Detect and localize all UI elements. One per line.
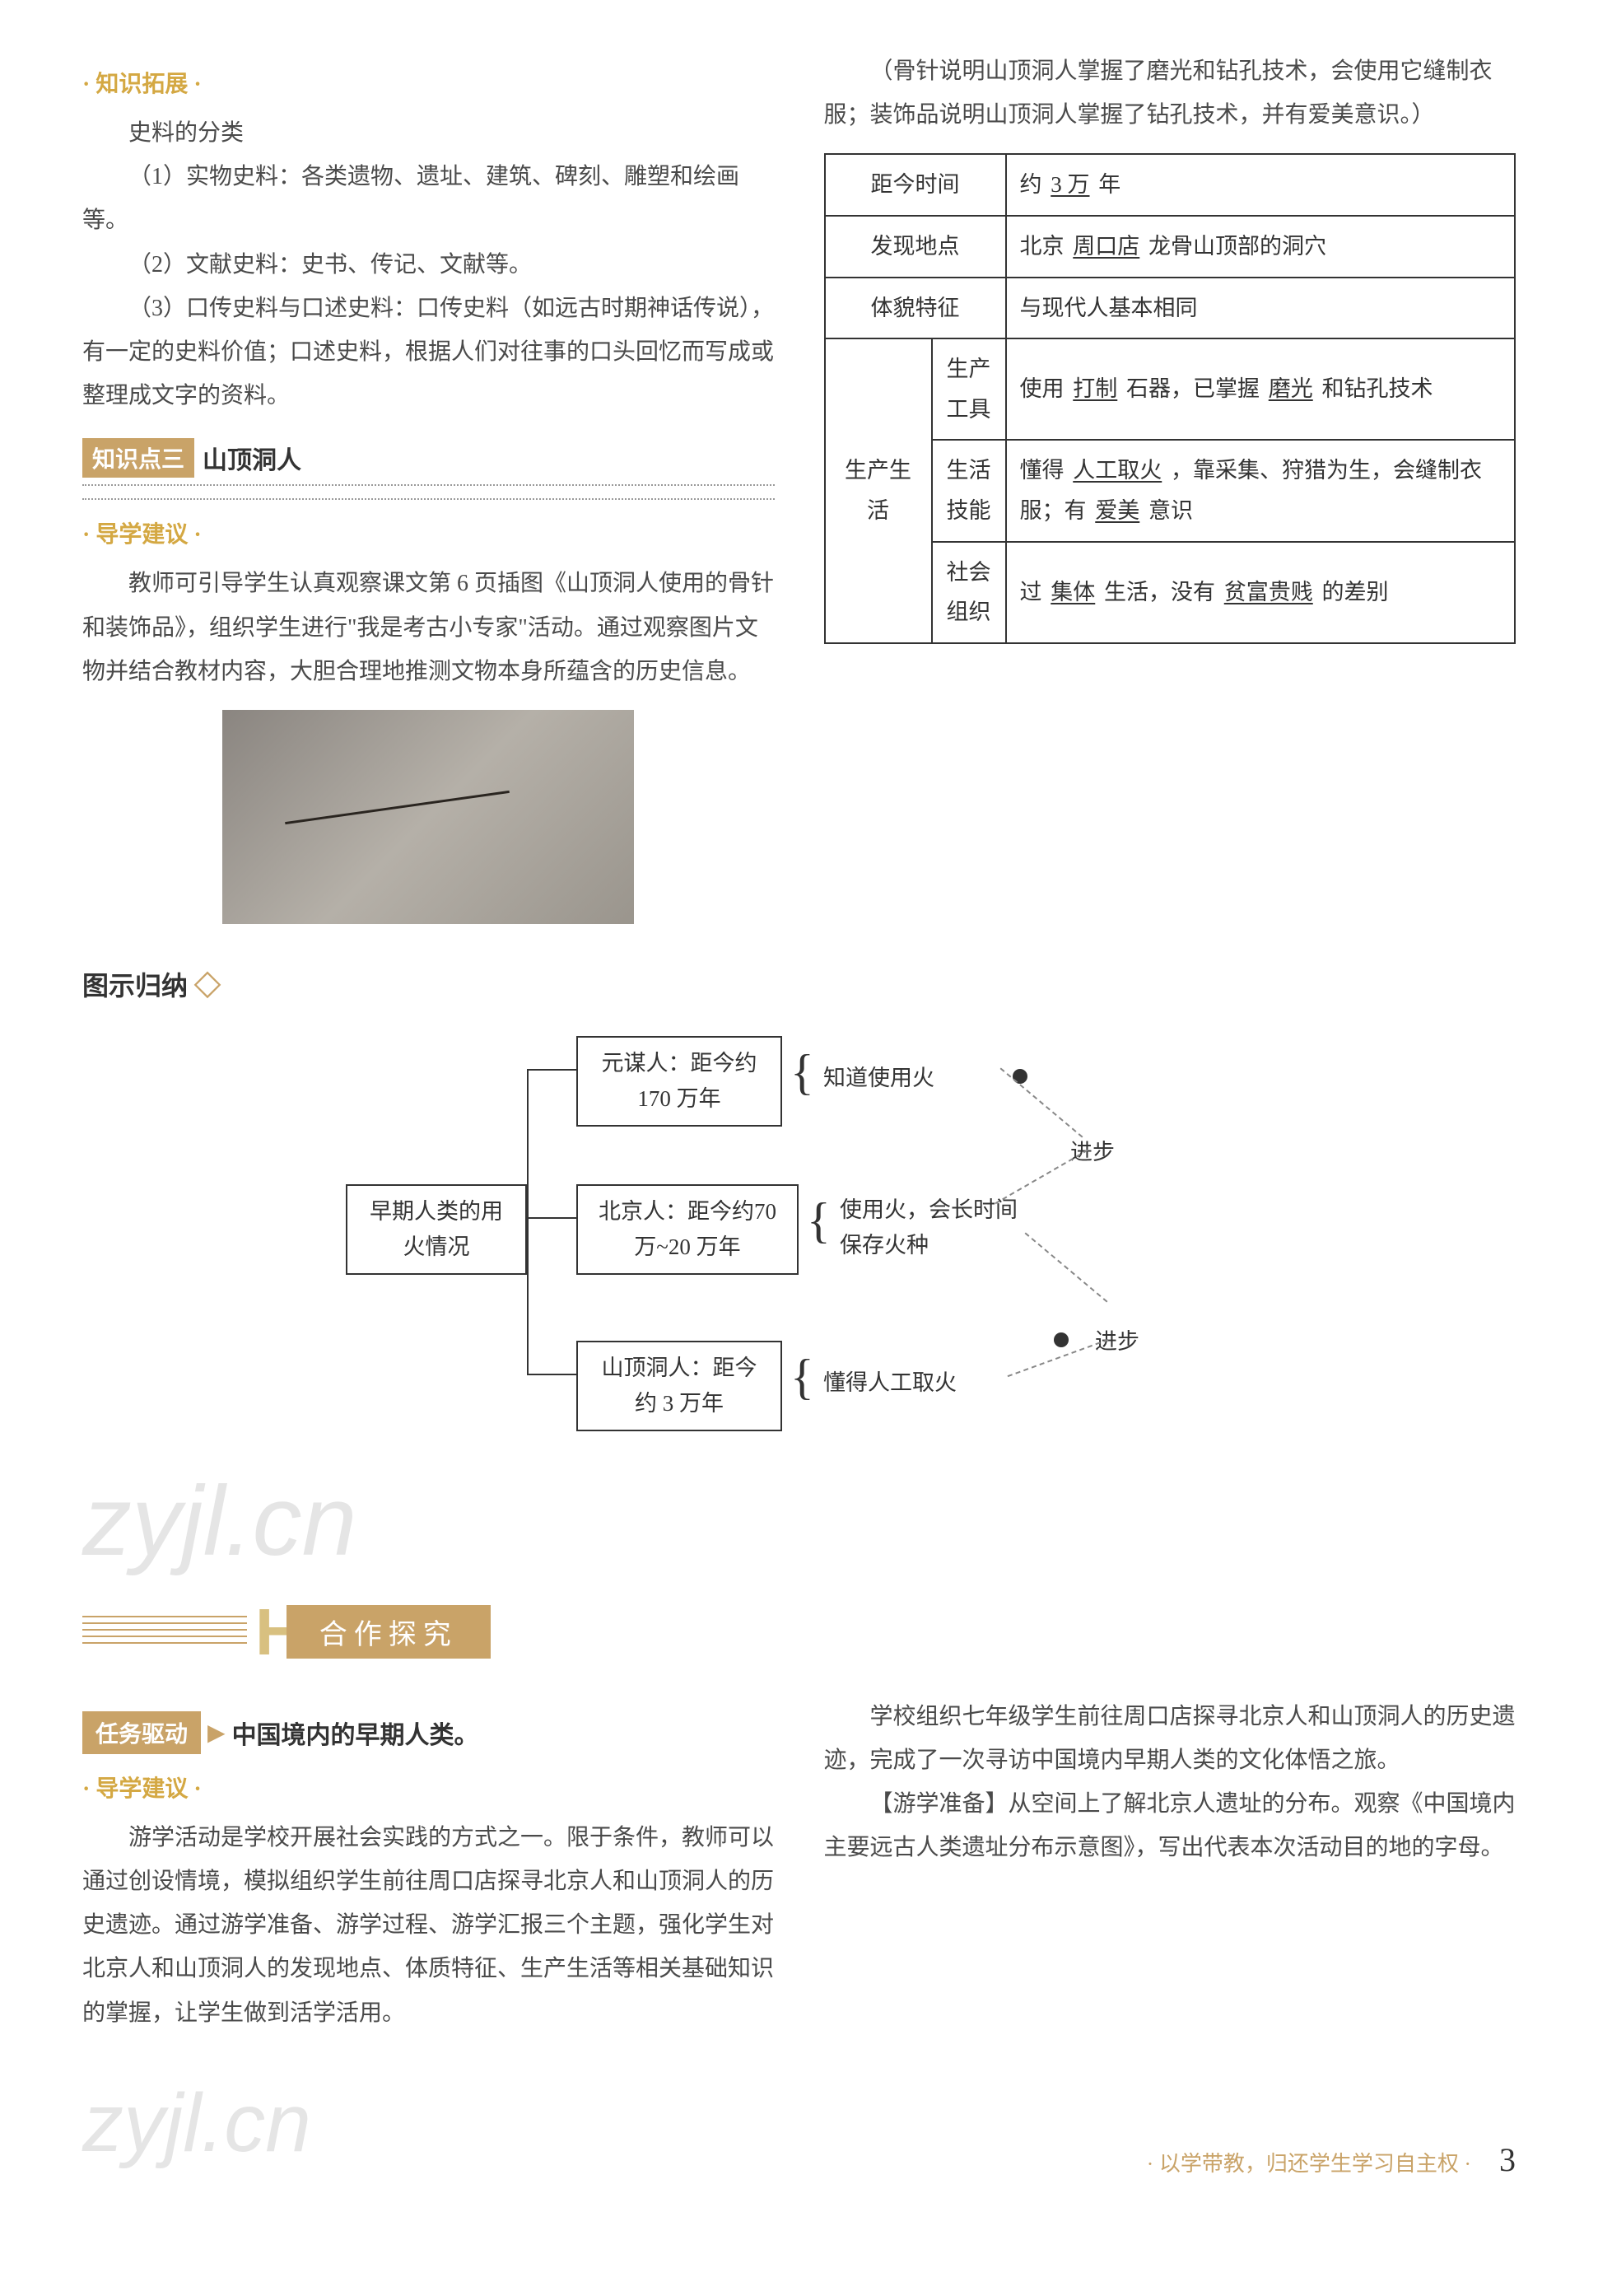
- skills-value: 懂得 人工取火 ，靠采集、狩猎为生，会缝制衣服；有 爱美 意识: [1006, 440, 1516, 541]
- node-1: 元谋人：距今约 170 万年: [576, 1036, 782, 1127]
- diagram-title: 图示归纳 ◇: [82, 965, 1516, 1003]
- page-number: 3: [1499, 2141, 1516, 2178]
- time-value: 约 3 万 年: [1006, 154, 1516, 216]
- cooperation-banner: H 合作探究: [82, 1594, 1516, 1670]
- task-left: 任务驱动 ▶ 中国境内的早期人类。 · 导学建议 · 游学活动是学校开展社会实践…: [82, 1695, 775, 2035]
- dot-icon: [1054, 1332, 1069, 1347]
- time-label: 距今时间: [825, 154, 1006, 216]
- guide-title: · 导学建议 ·: [82, 516, 775, 549]
- left-column: · 知识拓展 · 史料的分类 （1）实物史料：各类遗物、遗址、建筑、碑刻、雕塑和…: [82, 49, 775, 940]
- table-row: 距今时间 约 3 万 年: [825, 154, 1516, 216]
- banner-lines-icon: [82, 1616, 247, 1649]
- brace-icon: {: [790, 1349, 814, 1406]
- node-1-desc: 知道使用火: [823, 1061, 934, 1096]
- location-value: 北京 周口店 龙骨山顶部的洞穴: [1006, 216, 1516, 278]
- progress-1: 进步: [1070, 1135, 1115, 1170]
- diamond-icon: ◇: [194, 971, 221, 1001]
- location-label: 发现地点: [825, 216, 1006, 278]
- footer-right: · 以学带教，归还学生学习自主权 · 3: [1147, 2140, 1516, 2179]
- expand-item-1: （1）实物史料：各类遗物、遗址、建筑、碑刻、雕塑和绘画等。: [82, 155, 775, 242]
- banner-label: 合作探究: [287, 1605, 491, 1659]
- node-3-desc: 懂得人工取火: [823, 1365, 957, 1401]
- tools-label: 生产工具: [932, 338, 1006, 440]
- skills-label: 生活技能: [932, 440, 1006, 541]
- right-intro: （骨针说明山顶洞人掌握了磨光和钻孔技术，会使用它缝制衣服；装饰品说明山顶洞人掌握…: [824, 49, 1516, 137]
- life-label: 生产生活: [825, 338, 932, 643]
- kp3-label: 知识点三: [82, 438, 194, 478]
- table-row: 生产生活 生产工具 使用 打制 石器，已掌握 磨光 和钻孔技术: [825, 338, 1516, 440]
- footer-text: · 以学带教，归还学生学习自主权 ·: [1147, 2152, 1471, 2176]
- table-row: 体貌特征 与现代人基本相同: [825, 278, 1516, 339]
- society-value: 过 集体 生活，没有 贫富贵贱 的差别: [1006, 542, 1516, 643]
- appearance-label: 体貌特征: [825, 278, 1006, 339]
- expand-item-2: （2）文献史料：史书、传记、文献等。: [82, 243, 775, 287]
- task-right-p1: 学校组织七年级学生前往周口店探寻北京人和山顶洞人的历史遗迹，完成了一次寻访中国境…: [824, 1695, 1516, 1782]
- expand-title: · 知识拓展 ·: [82, 66, 775, 99]
- arrow-icon: ▶: [207, 1719, 226, 1747]
- watermark-bottom: zyjl.cn: [82, 2076, 311, 2171]
- society-label: 社会组织: [932, 542, 1006, 643]
- task-header: 任务驱动 ▶ 中国境内的早期人类。: [82, 1711, 775, 1754]
- task-label: 任务驱动: [82, 1711, 201, 1754]
- tools-value: 使用 打制 石器，已掌握 磨光 和钻孔技术: [1006, 338, 1516, 440]
- knowledge-point-3: 知识点三 山顶洞人: [82, 438, 775, 486]
- node-2: 北京人：距今约70 万~20 万年: [576, 1184, 799, 1275]
- fire-diagram: 早期人类的用火情况 元谋人：距今约 170 万年 { 知道使用火 北京人：距今约…: [82, 1020, 1516, 1448]
- node-3: 山顶洞人：距今约 3 万年: [576, 1341, 782, 1431]
- lower-section: 任务驱动 ▶ 中国境内的早期人类。 · 导学建议 · 游学活动是学校开展社会实践…: [82, 1695, 1516, 2035]
- task-guide-text: 游学活动是学校开展社会实践的方式之一。限于条件，教师可以通过创设情境，模拟组织学…: [82, 1816, 775, 2035]
- info-table: 距今时间 约 3 万 年 发现地点 北京 周口店 龙骨山顶部的洞穴 体貌特征 与…: [824, 153, 1516, 643]
- artifact-image: [222, 710, 634, 924]
- task-guide-title: · 导学建议 ·: [82, 1771, 775, 1804]
- brace-icon: {: [807, 1192, 831, 1249]
- guide-text: 教师可引导学生认真观察课文第 6 页插图《山顶洞人使用的骨针和装饰品》，组织学生…: [82, 562, 775, 693]
- watermark: zyjl.cn: [82, 1464, 1516, 1578]
- task-right-p2: 【游学准备】从空间上了解北京人遗址的分布。观察《中国境内主要远古人类遗址分布示意…: [824, 1782, 1516, 1869]
- table-row: 发现地点 北京 周口店 龙骨山顶部的洞穴: [825, 216, 1516, 278]
- node-2-desc: 使用火，会长时间保存火种: [840, 1192, 1021, 1263]
- task-right: 学校组织七年级学生前往周口店探寻北京人和山顶洞人的历史遗迹，完成了一次寻访中国境…: [824, 1695, 1516, 2035]
- kp3-text: 山顶洞人: [203, 440, 301, 476]
- right-column: （骨针说明山顶洞人掌握了磨光和钻孔技术，会使用它缝制衣服；装饰品说明山顶洞人掌握…: [824, 49, 1516, 940]
- page-footer: zyjl.cn · 以学带教，归还学生学习自主权 · 3: [82, 2068, 1516, 2179]
- expand-heading: 史料的分类: [82, 111, 775, 155]
- upper-section: · 知识拓展 · 史料的分类 （1）实物史料：各类遗物、遗址、建筑、碑刻、雕塑和…: [82, 49, 1516, 940]
- expand-item-3: （3）口传史料与口述史料：口传史料（如远古时期神话传说），有一定的史料价值；口述…: [82, 287, 775, 418]
- task-text: 中国境内的早期人类。: [232, 1715, 479, 1751]
- main-box: 早期人类的用火情况: [346, 1184, 527, 1275]
- appearance-value: 与现代人基本相同: [1006, 278, 1516, 339]
- brace-icon: {: [790, 1044, 814, 1101]
